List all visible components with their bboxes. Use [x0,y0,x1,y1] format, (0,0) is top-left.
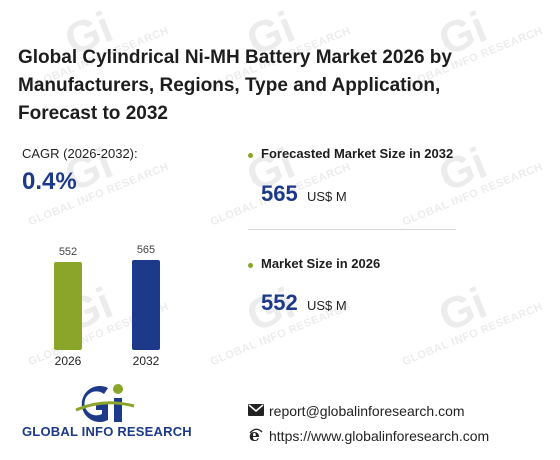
company-logo-icon [75,384,135,422]
kpi-current-title: Market Size in 2026 [261,256,381,271]
website-link[interactable]: https://www.globalinforesearch.com [269,428,490,444]
svg-text:e: e [249,427,260,443]
kpi-forecast-value: 565 [261,181,298,206]
email-link[interactable]: report@globalinforesearch.com [269,403,465,419]
globe-icon: e [249,427,263,443]
category-label: 2032 [133,354,160,368]
kpi-forecast-unit: US$ M [307,189,347,204]
divider [248,229,456,230]
kpi-forecast-title: Forecasted Market Size in 2032 [261,146,454,161]
company-logo-text: GLOBAL INFO RESEARCH [22,424,192,439]
bar-2026 [54,262,82,350]
cagr-value: 0.4% [22,168,77,195]
kpi-current-value: 552 [261,290,298,315]
email-icon [248,404,264,416]
bar-value-label: 552 [59,246,77,258]
kpi-current-unit: US$ M [307,298,347,313]
bar-2032 [132,260,160,350]
bullet-icon [248,263,253,268]
bullet-icon [248,153,253,158]
category-label: 2026 [55,354,82,368]
page-title: Global Cylindrical Ni-MH Battery Market … [18,47,452,124]
cagr-label: CAGR (2026-2032): [22,146,138,161]
bar-value-label: 565 [137,244,155,256]
